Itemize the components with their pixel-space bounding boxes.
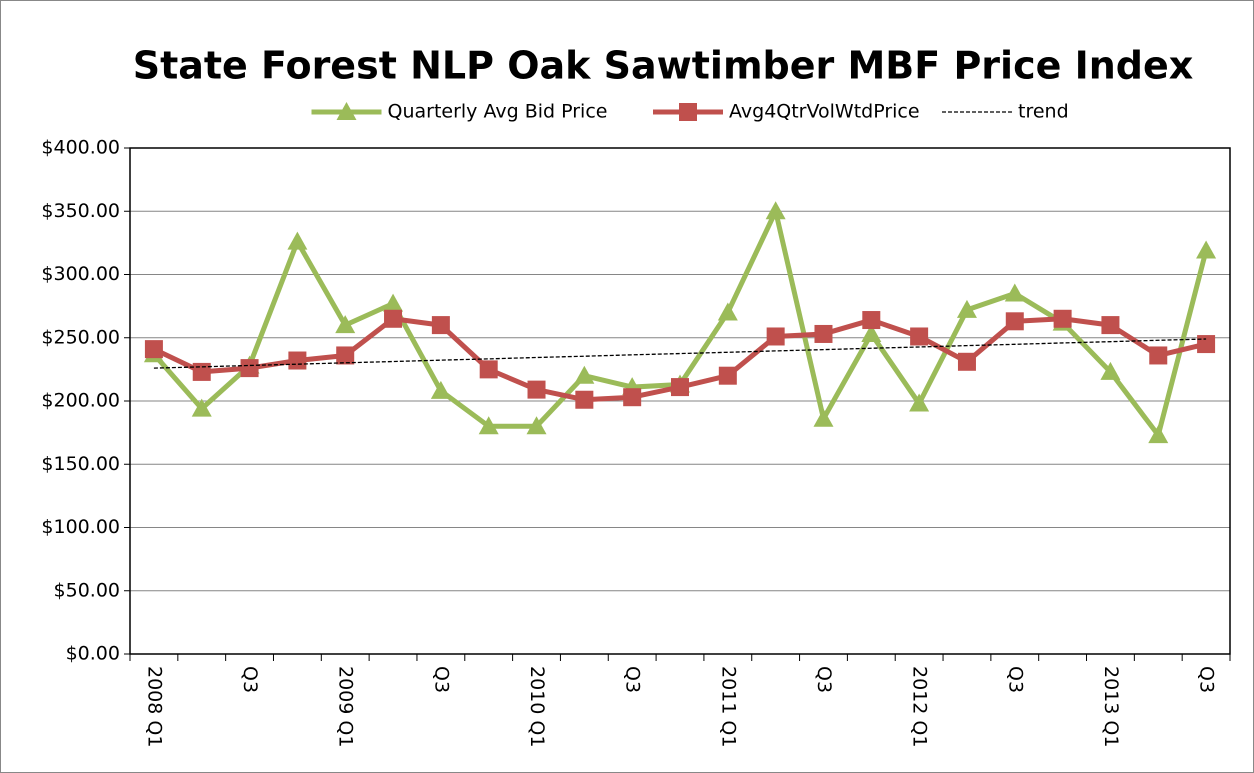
legend-label: Avg4QtrVolWtdPrice	[729, 101, 920, 123]
data-point	[957, 352, 976, 371]
data-point	[144, 340, 163, 359]
x-tick-label: Q3	[1196, 666, 1218, 693]
data-point	[192, 362, 211, 381]
data-point	[431, 316, 450, 335]
data-point	[430, 380, 451, 399]
data-point	[575, 390, 594, 409]
data-point	[814, 324, 833, 343]
x-tick-label: 2008 Q1	[143, 666, 165, 747]
y-tick-label: $350.00	[41, 200, 120, 222]
data-point	[1101, 316, 1120, 335]
data-point	[718, 366, 737, 385]
chart-title: State Forest NLP Oak Sawtimber MBF Price…	[133, 44, 1194, 88]
data-point	[623, 388, 642, 407]
data-point	[765, 201, 786, 220]
x-tick-label: 2010 Q1	[526, 666, 548, 747]
y-tick-label: $250.00	[41, 326, 120, 348]
data-point	[384, 309, 403, 328]
data-point	[574, 365, 595, 384]
plot-area	[129, 147, 1231, 655]
series-line	[153, 338, 1207, 369]
data-point	[909, 393, 930, 412]
data-point	[191, 398, 212, 417]
data-point	[1196, 240, 1217, 259]
legend-marker	[679, 103, 697, 121]
data-point	[1149, 346, 1168, 365]
data-point	[861, 323, 882, 342]
y-tick-label: $200.00	[41, 390, 120, 412]
data-point	[336, 346, 355, 365]
data-point	[766, 327, 785, 346]
y-tick-label: $100.00	[41, 516, 120, 538]
legend-item: Avg4QtrVolWtdPrice	[653, 101, 920, 123]
data-point	[1005, 312, 1024, 331]
data-point	[288, 351, 307, 370]
legend-item: Quarterly Avg Bid Price	[311, 101, 608, 123]
x-tick-label: 2011 Q1	[717, 666, 739, 747]
data-point	[717, 302, 738, 321]
data-point	[240, 359, 259, 378]
data-point	[479, 360, 498, 379]
data-point	[287, 231, 308, 250]
data-point	[1197, 335, 1216, 354]
y-tick-label: $400.00	[41, 137, 120, 159]
legend-item: trend	[942, 101, 1069, 123]
data-point	[956, 299, 977, 318]
data-point	[1053, 309, 1072, 328]
data-point	[813, 408, 834, 427]
data-point	[527, 380, 546, 399]
data-point	[1100, 361, 1121, 380]
x-tick-label: Q3	[622, 666, 644, 693]
data-point	[910, 327, 929, 346]
data-point	[1004, 283, 1025, 302]
data-point	[335, 315, 356, 334]
x-tick-label: Q3	[239, 666, 261, 693]
x-tick-label: 2013 Q1	[1100, 666, 1122, 747]
data-point	[862, 311, 881, 330]
data-point	[1148, 425, 1169, 444]
data-point	[526, 416, 547, 435]
x-tick-label: Q3	[430, 666, 452, 693]
data-point	[671, 378, 689, 397]
legend-label: Quarterly Avg Bid Price	[388, 101, 608, 123]
y-tick-label: $0.00	[66, 643, 120, 665]
x-tick-label: Q3	[813, 666, 835, 693]
x-tick-label: 2012 Q1	[909, 666, 931, 747]
legend-label: trend	[1018, 101, 1069, 123]
data-point	[383, 293, 404, 312]
x-tick-label: 2009 Q1	[335, 666, 357, 747]
y-tick-label: $50.00	[54, 579, 120, 601]
data-point	[478, 416, 499, 435]
x-tick-label: Q3	[1004, 666, 1026, 693]
y-tick-label: $150.00	[41, 453, 120, 475]
y-tick-label: $300.00	[41, 263, 120, 285]
legend-marker	[336, 102, 357, 120]
